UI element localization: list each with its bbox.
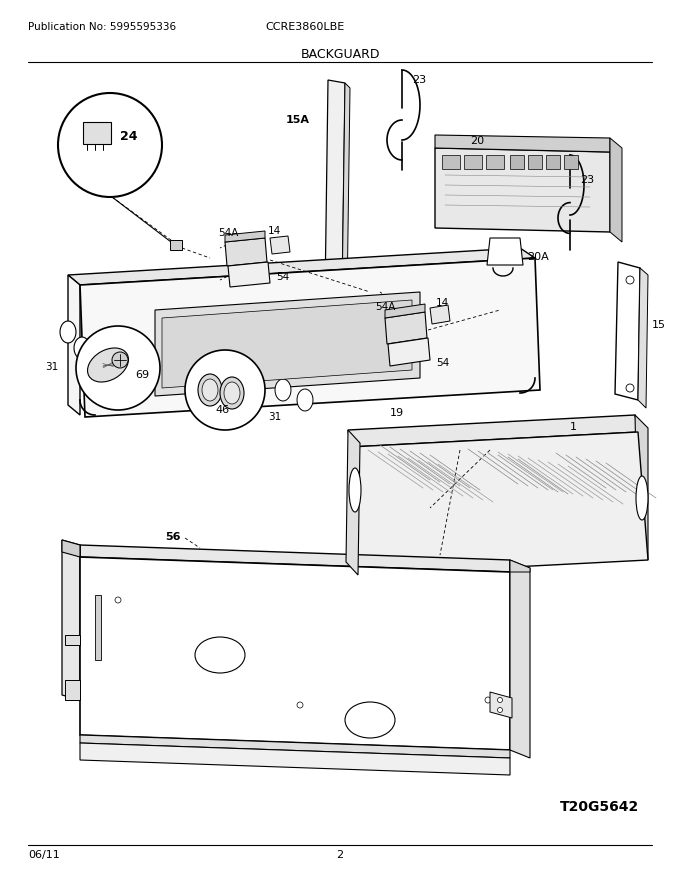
Text: 06/11: 06/11 bbox=[28, 850, 60, 860]
Text: 15A: 15A bbox=[286, 115, 310, 125]
Circle shape bbox=[485, 697, 491, 703]
Text: 14: 14 bbox=[436, 298, 449, 308]
Bar bbox=[528, 155, 542, 169]
Polygon shape bbox=[225, 238, 267, 266]
Polygon shape bbox=[610, 138, 622, 242]
Polygon shape bbox=[346, 430, 360, 575]
Circle shape bbox=[297, 702, 303, 708]
Circle shape bbox=[185, 350, 265, 430]
Polygon shape bbox=[228, 262, 270, 287]
Polygon shape bbox=[80, 735, 510, 758]
Polygon shape bbox=[435, 148, 610, 232]
Ellipse shape bbox=[88, 348, 129, 382]
Bar bbox=[83, 122, 111, 144]
Ellipse shape bbox=[345, 702, 395, 738]
Polygon shape bbox=[348, 415, 638, 447]
Bar bbox=[510, 155, 524, 169]
Text: 24: 24 bbox=[120, 130, 137, 143]
Text: 2: 2 bbox=[337, 850, 343, 860]
Polygon shape bbox=[635, 415, 648, 560]
Polygon shape bbox=[510, 560, 530, 758]
Ellipse shape bbox=[202, 379, 218, 401]
Polygon shape bbox=[225, 231, 265, 242]
Polygon shape bbox=[342, 83, 350, 303]
Circle shape bbox=[498, 698, 503, 702]
Polygon shape bbox=[430, 305, 450, 324]
Ellipse shape bbox=[636, 476, 648, 520]
Bar bbox=[170, 240, 182, 250]
Text: 46: 46 bbox=[215, 405, 229, 415]
Polygon shape bbox=[638, 268, 648, 408]
Polygon shape bbox=[388, 338, 430, 366]
Polygon shape bbox=[80, 258, 540, 417]
Bar bbox=[95, 595, 101, 660]
Text: 23: 23 bbox=[580, 175, 594, 185]
Polygon shape bbox=[487, 238, 523, 265]
Text: 15: 15 bbox=[652, 320, 666, 330]
Text: BACKGUARD: BACKGUARD bbox=[301, 48, 379, 61]
Polygon shape bbox=[62, 540, 80, 557]
Text: 31: 31 bbox=[45, 362, 58, 372]
Polygon shape bbox=[510, 560, 530, 572]
Polygon shape bbox=[60, 321, 76, 343]
Circle shape bbox=[498, 708, 503, 713]
Text: 1: 1 bbox=[570, 422, 577, 432]
Ellipse shape bbox=[224, 382, 240, 404]
Polygon shape bbox=[615, 262, 640, 400]
Polygon shape bbox=[385, 312, 427, 344]
Polygon shape bbox=[162, 300, 412, 388]
Circle shape bbox=[626, 276, 634, 284]
Polygon shape bbox=[385, 304, 425, 318]
Polygon shape bbox=[325, 80, 345, 300]
Text: 20: 20 bbox=[470, 136, 484, 146]
Text: 20A: 20A bbox=[527, 252, 549, 262]
Text: 23: 23 bbox=[412, 75, 426, 85]
Circle shape bbox=[58, 93, 162, 197]
Polygon shape bbox=[155, 292, 420, 396]
Text: T20G5642: T20G5642 bbox=[560, 800, 639, 814]
Polygon shape bbox=[297, 389, 313, 411]
Text: 54: 54 bbox=[436, 358, 449, 368]
Text: 19: 19 bbox=[390, 408, 404, 418]
Polygon shape bbox=[435, 135, 610, 152]
Polygon shape bbox=[68, 248, 535, 285]
Polygon shape bbox=[65, 635, 80, 645]
Polygon shape bbox=[490, 692, 512, 718]
Polygon shape bbox=[80, 557, 510, 750]
Circle shape bbox=[115, 597, 121, 603]
Ellipse shape bbox=[220, 377, 244, 409]
Bar bbox=[486, 155, 504, 169]
Text: 54A: 54A bbox=[375, 302, 395, 312]
Text: Publication No: 5995595336: Publication No: 5995595336 bbox=[28, 22, 176, 32]
Circle shape bbox=[76, 326, 160, 410]
Polygon shape bbox=[80, 743, 510, 775]
Ellipse shape bbox=[198, 374, 222, 406]
Polygon shape bbox=[74, 337, 90, 359]
Text: 54: 54 bbox=[276, 272, 289, 282]
Bar bbox=[442, 155, 460, 169]
Ellipse shape bbox=[349, 468, 361, 512]
Bar bbox=[546, 155, 560, 169]
Circle shape bbox=[626, 384, 634, 392]
Polygon shape bbox=[65, 680, 80, 700]
Text: 14: 14 bbox=[268, 226, 282, 236]
Text: 56: 56 bbox=[165, 532, 180, 542]
Polygon shape bbox=[68, 275, 80, 415]
Circle shape bbox=[112, 352, 128, 368]
Bar bbox=[564, 155, 578, 169]
Polygon shape bbox=[350, 432, 648, 575]
Text: 69: 69 bbox=[135, 370, 149, 380]
Polygon shape bbox=[275, 379, 291, 401]
Text: CCRE3860LBE: CCRE3860LBE bbox=[265, 22, 345, 32]
Bar bbox=[464, 155, 482, 169]
Polygon shape bbox=[270, 236, 290, 254]
Polygon shape bbox=[80, 545, 510, 572]
Ellipse shape bbox=[195, 637, 245, 673]
Text: 54A: 54A bbox=[218, 228, 239, 238]
Polygon shape bbox=[62, 540, 80, 700]
Text: 31: 31 bbox=[268, 412, 282, 422]
